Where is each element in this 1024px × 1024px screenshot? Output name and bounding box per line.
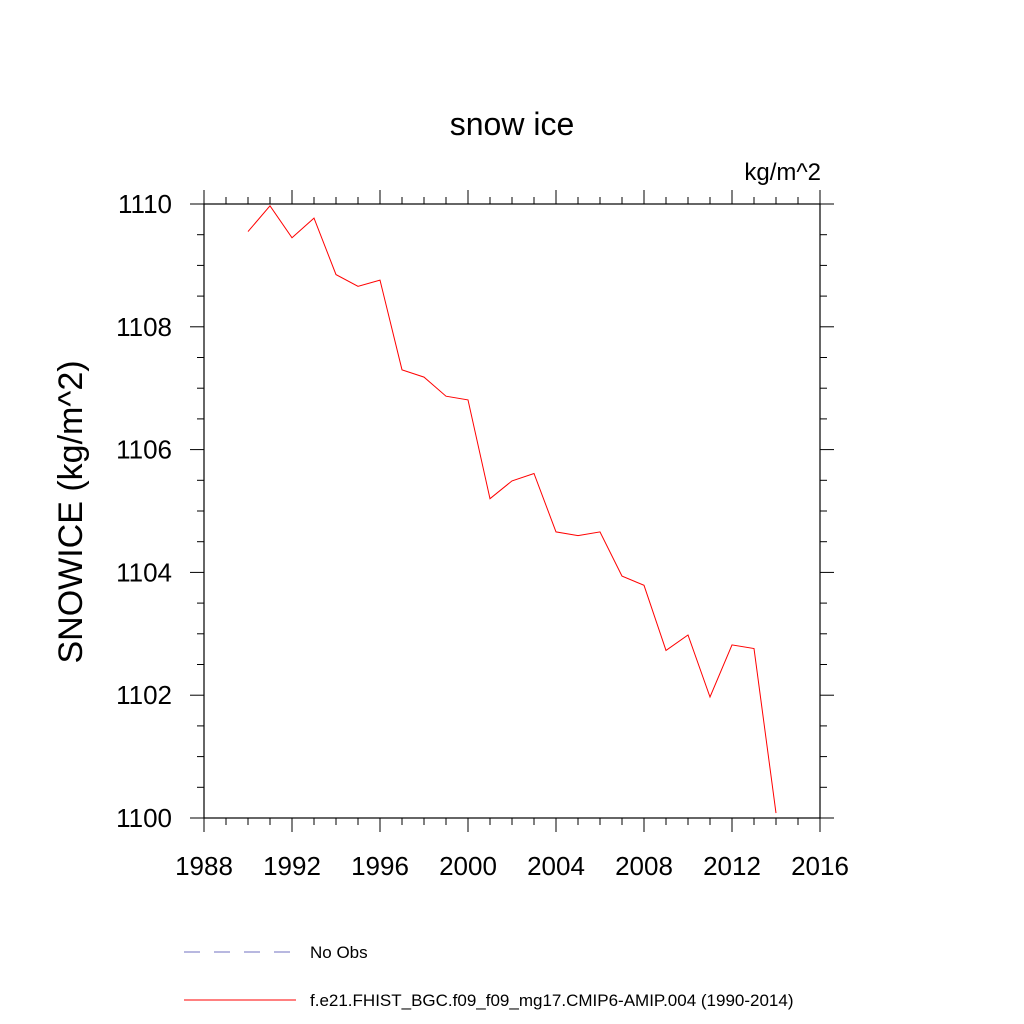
y-tick-label: 1110 <box>118 189 172 219</box>
x-tick-label: 2012 <box>703 851 761 881</box>
x-tick-label: 1996 <box>351 851 409 881</box>
y-tick-label: 1100 <box>116 803 172 833</box>
y-tick-label: 1102 <box>116 680 172 710</box>
y-tick-label: 1108 <box>116 312 172 342</box>
y-axis-label: SNOWICE (kg/m^2) <box>52 360 90 663</box>
x-tick-label: 2016 <box>791 851 849 881</box>
y-tick-labels: 1100 1102 1104 1106 1108 1110 <box>116 189 172 833</box>
legend: No Obs f.e21.FHIST_BGC.f09_f09_mg17.CMIP6… <box>184 943 794 1010</box>
x-tick-label: 2000 <box>439 851 497 881</box>
units-label: kg/m^2 <box>744 159 821 186</box>
series-layer <box>247 204 777 814</box>
axis-ticks <box>190 190 834 832</box>
series-line <box>247 204 777 814</box>
y-tick-label: 1104 <box>116 557 172 587</box>
x-tick-labels: 1988 1992 1996 2000 2004 2008 2012 2016 <box>175 851 849 881</box>
x-tick-label: 1988 <box>175 851 233 881</box>
legend-label: No Obs <box>310 943 368 962</box>
legend-label: f.e21.FHIST_BGC.f09_f09_mg17.CMIP6-AMIP.… <box>310 991 794 1010</box>
x-tick-label: 2008 <box>615 851 673 881</box>
plot-frame <box>203 203 821 819</box>
chart-title: snow ice <box>450 106 575 142</box>
x-tick-label: 2004 <box>527 851 585 881</box>
x-tick-label: 1992 <box>263 851 321 881</box>
y-tick-label: 1106 <box>116 435 172 465</box>
